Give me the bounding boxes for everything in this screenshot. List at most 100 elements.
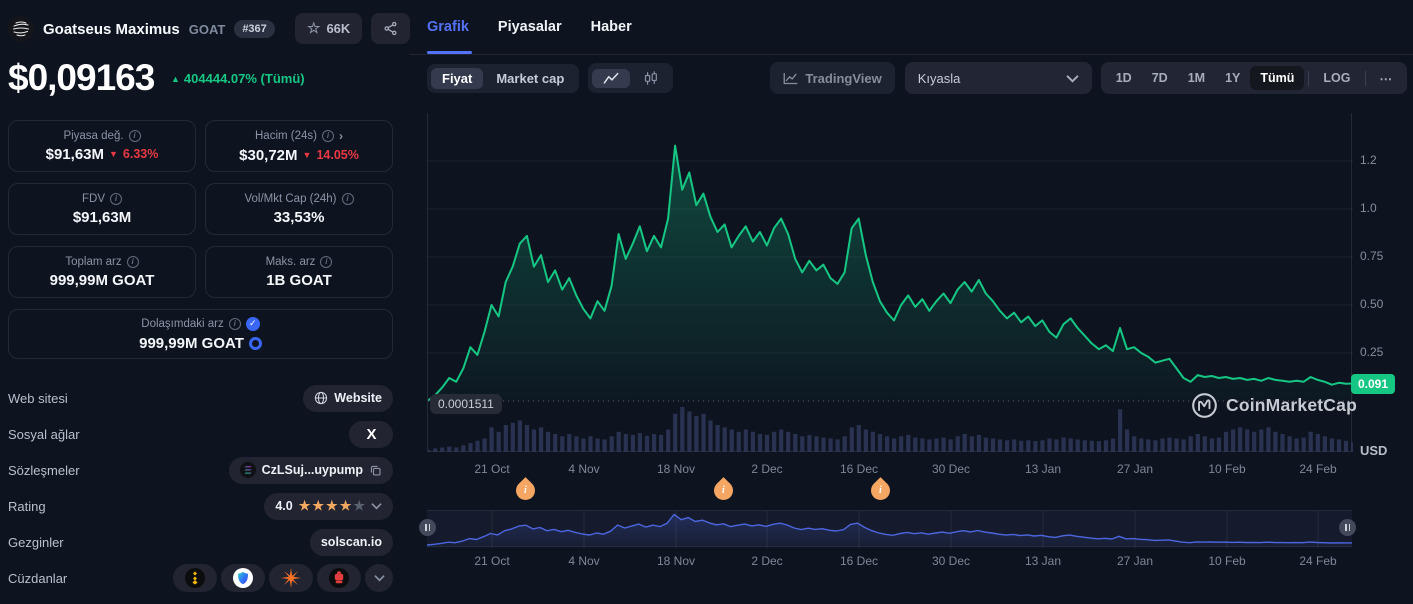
stat-change: 14.05% xyxy=(316,148,359,162)
event-marker[interactable]: i xyxy=(512,477,539,504)
verified-check-icon: ✓ xyxy=(245,316,260,331)
info-icon[interactable]: i xyxy=(110,192,122,205)
price-tick-label: 0.75 xyxy=(1360,249,1384,263)
launch-price-label: 0.0001511 xyxy=(430,394,502,414)
info-icon[interactable]: i xyxy=(321,129,334,142)
solana-icon xyxy=(239,462,256,478)
info-icon[interactable]: i xyxy=(341,192,354,205)
twitter-x-button[interactable]: X xyxy=(349,420,393,448)
rating-stars: ★ ★ ★ ★ ★ xyxy=(299,498,365,514)
price-tick-label: 0.25 xyxy=(1360,345,1384,359)
date-tick-label: 10 Feb xyxy=(1208,462,1246,476)
header-actions: ☆ 66K xyxy=(295,13,411,44)
coin-logo xyxy=(8,16,34,42)
tab-markets[interactable]: Piyasalar xyxy=(497,19,562,35)
watchlist-button[interactable]: ☆ 66K xyxy=(295,13,363,44)
chevron-down-icon xyxy=(1066,74,1079,83)
date-tick-label: 18 Nov xyxy=(656,462,696,476)
currency-unit-label: USD xyxy=(1360,443,1388,458)
stat-label: Maks. arz xyxy=(265,255,316,268)
chevron-right-icon: › xyxy=(338,128,343,143)
current-price-badge: 0.091 xyxy=(1351,374,1396,394)
range-1y-button[interactable]: 1Y xyxy=(1215,66,1250,90)
date-tick-label: 16 Dec xyxy=(839,462,879,476)
wallet-binance-button[interactable] xyxy=(173,564,217,592)
candlestick-chart-button[interactable] xyxy=(632,67,669,89)
supply-progress-ring xyxy=(248,336,262,350)
brush-handle-left[interactable] xyxy=(419,519,436,536)
candlestick-icon xyxy=(645,71,658,85)
price-line xyxy=(427,144,1354,402)
tradingview-button[interactable]: TradingView xyxy=(770,62,895,94)
explorers-row: Gezginler solscan.io xyxy=(8,528,393,556)
date-tick-label: 2 Dec xyxy=(751,554,783,568)
stat-card-total-supply: Toplam arz i 999,99M GOAT xyxy=(8,246,196,298)
down-triangle-icon: ▼ xyxy=(109,149,118,159)
date-axis: 21 Oct 4 Nov 18 Nov 2 Dec 16 Dec 30 Dec 13 Jan… xyxy=(427,462,1352,477)
range-1d-button[interactable]: 1D xyxy=(1106,66,1142,90)
log-scale-button[interactable]: LOG xyxy=(1313,66,1360,90)
stat-card-market-cap: Piyasa değ. i $91,63M ▼ 6.33% xyxy=(8,120,196,172)
wallet-solflare-button[interactable] xyxy=(269,564,313,592)
stat-card-volume[interactable]: Hacim (24s) i › $30,72M ▼ 14.05% xyxy=(205,120,393,172)
stat-value: 999,99M GOAT xyxy=(139,334,244,352)
rating-row: Rating 4.0 ★ ★ ★ ★ ★ xyxy=(8,492,393,520)
chevron-down-icon xyxy=(371,503,382,510)
metric-toggle: Fiyat Market cap xyxy=(427,63,580,93)
down-triangle-icon: ▼ xyxy=(302,150,312,160)
more-options-button[interactable]: ⋯ xyxy=(1370,66,1403,91)
range-all-button[interactable]: Tümü xyxy=(1250,66,1305,90)
wallet-backpack-button[interactable] xyxy=(317,564,361,592)
share-button[interactable] xyxy=(371,13,411,44)
info-icon[interactable]: i xyxy=(320,255,333,268)
tab-chart[interactable]: Grafik xyxy=(427,19,469,35)
minimap-svg xyxy=(426,511,1352,548)
wallets-row: Cüzdanlar xyxy=(8,564,393,592)
info-icon[interactable]: i xyxy=(128,129,141,142)
contract-address-button[interactable]: CzLSuj...uypump xyxy=(228,456,393,484)
date-tick-label: 16 Dec xyxy=(839,554,879,568)
wallet-trust-button[interactable] xyxy=(221,564,265,592)
compare-select[interactable]: Kıyasla xyxy=(904,62,1092,94)
wallets-label: Cüzdanlar xyxy=(8,570,68,586)
stat-label: Toplam arz xyxy=(65,255,122,268)
minimap-date-axis: 21 Oct 4 Nov 18 Nov 2 Dec 16 Dec 30 Dec 13 Jan… xyxy=(427,554,1352,569)
tab-news[interactable]: Haber xyxy=(590,19,632,35)
brush-handle-right[interactable] xyxy=(1339,519,1356,536)
minimap-brush[interactable] xyxy=(426,510,1352,548)
metric-price-button[interactable]: Fiyat xyxy=(431,67,484,89)
volume-bars xyxy=(426,407,1356,453)
metric-marketcap-button[interactable]: Market cap xyxy=(485,68,575,89)
info-icon[interactable]: i xyxy=(126,255,139,268)
date-tick-label: 10 Feb xyxy=(1208,554,1246,568)
minimap-line xyxy=(426,513,1352,546)
date-tick-label: 21 Oct xyxy=(474,554,510,568)
line-chart-button[interactable] xyxy=(592,68,631,88)
event-marker[interactable]: i xyxy=(867,477,894,504)
date-tick-label: 27 Jan xyxy=(1116,462,1154,476)
event-marker[interactable]: i xyxy=(710,477,737,504)
coin-price: $0,09163 xyxy=(8,57,155,98)
price-chart[interactable] xyxy=(426,113,1356,453)
coinmarketcap-watermark: CoinMarketCap xyxy=(1190,391,1357,420)
date-tick-label: 4 Nov xyxy=(568,462,600,476)
price-change-value: 404444.07% (Tümü) xyxy=(183,71,305,86)
price-chart-svg[interactable] xyxy=(426,113,1356,453)
explorer-button[interactable]: solscan.io xyxy=(309,528,393,556)
info-icon[interactable]: i xyxy=(228,317,241,330)
stat-value: 1B GOAT xyxy=(266,271,332,289)
price-tick-label: 1.0 xyxy=(1360,201,1377,215)
range-1m-button[interactable]: 1M xyxy=(1178,66,1215,90)
coin-header: Goatseus Maximus GOAT #367 xyxy=(8,16,275,42)
price-tick-label: 1.2 xyxy=(1360,153,1377,167)
solflare-icon xyxy=(281,568,301,588)
x-logo-icon: X xyxy=(366,425,376,443)
stat-card-vol-mktcap: Vol/Mkt Cap (24h) i 33,53% xyxy=(205,183,393,235)
rating-button[interactable]: 4.0 ★ ★ ★ ★ ★ xyxy=(264,492,393,520)
website-button[interactable]: Website xyxy=(303,384,393,412)
copy-icon[interactable] xyxy=(369,464,382,477)
range-7d-button[interactable]: 7D xyxy=(1142,66,1178,90)
contracts-row: Sözleşmeler CzLSuj...uypump xyxy=(8,456,393,484)
minimap-area xyxy=(427,514,1352,548)
wallets-expand-button[interactable] xyxy=(365,564,393,592)
